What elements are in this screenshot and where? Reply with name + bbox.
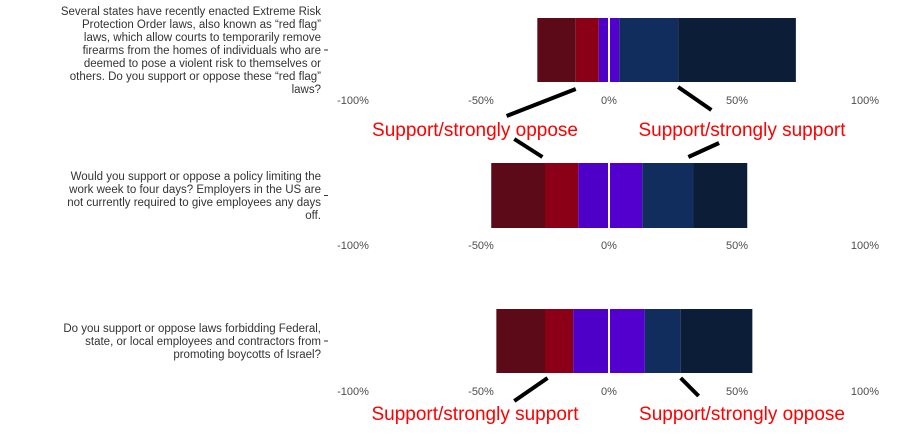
- x-tick-label: 50%: [726, 386, 748, 398]
- x-tick-label: 0%: [601, 386, 617, 398]
- panel-3: Do you support or oppose laws forbidding…: [63, 303, 879, 398]
- annotation-label: Support/strongly oppose: [639, 404, 845, 425]
- x-tick-label: 0%: [601, 95, 617, 107]
- bar-segment-6: [680, 309, 753, 373]
- question-text-line: firearms from the homes of individuals w…: [83, 45, 321, 57]
- annotation-pointer-line: [676, 85, 713, 112]
- bar-segment-1: [491, 163, 545, 228]
- bar-segment-2: [545, 163, 579, 228]
- bar-segment-3: [598, 18, 609, 82]
- x-tick-label: 100%: [851, 240, 879, 252]
- bar-segment-5: [619, 18, 679, 82]
- bar-segment-1: [496, 309, 545, 373]
- annotation-pointer-line: [679, 376, 701, 398]
- bar-segment-5: [644, 309, 681, 373]
- question-text-line: deemed to pose a violent risk to themsel…: [84, 58, 321, 70]
- x-tick-label: 50%: [726, 240, 748, 252]
- x-tick-label: -50%: [468, 240, 494, 252]
- bar-segment-4: [609, 309, 645, 373]
- x-tick-label: -50%: [468, 95, 494, 107]
- question-text-line: laws, which allow courts to temporarily …: [84, 32, 321, 44]
- question-text-line: Do you support or oppose laws forbidding…: [63, 323, 321, 335]
- bar-segment-4: [609, 18, 620, 82]
- x-tick-label: -50%: [468, 386, 494, 398]
- annotation-pointer-line: [687, 141, 720, 159]
- panel-2: Would you support or oppose a policy lim…: [67, 157, 879, 252]
- annotation-pointer-line: [513, 137, 544, 159]
- annotation-pointer-line: [513, 376, 549, 403]
- annotation-label: Support/strongly support: [638, 120, 846, 141]
- x-tick-label: -100%: [337, 386, 369, 398]
- question-text-line: state, or local employees and contractor…: [85, 336, 321, 348]
- question-text-line: Several states have recently enacted Ext…: [61, 6, 321, 18]
- question-text-line: Protection Order laws, also known as “re…: [82, 19, 321, 31]
- bar-segment-1: [537, 18, 576, 82]
- question-text-line: not currently required to give employees…: [67, 197, 321, 209]
- bar-segment-6: [678, 18, 796, 82]
- x-tick-label: -100%: [337, 95, 369, 107]
- annotation-pointer-line: [505, 87, 577, 118]
- question-text-line: laws?: [292, 84, 321, 96]
- bar-segment-5: [642, 163, 694, 228]
- x-tick-label: 0%: [601, 240, 617, 252]
- x-tick-label: 100%: [851, 95, 879, 107]
- bar-segment-2: [545, 309, 574, 373]
- annotation-label: Support/strongly support: [371, 404, 579, 425]
- annotation-label: Support/strongly oppose: [372, 120, 578, 141]
- question-text-line: Would you support or oppose a policy lim…: [71, 171, 321, 183]
- bar-segment-3: [578, 163, 609, 228]
- question-text-line: others. Do you support or oppose these “…: [70, 71, 321, 83]
- bar-segment-2: [575, 18, 599, 82]
- bar-segment-3: [573, 309, 609, 373]
- x-tick-label: 50%: [726, 95, 748, 107]
- question-text-line: off.: [305, 210, 321, 222]
- x-tick-label: -100%: [337, 240, 369, 252]
- question-text-line: work week to four days? Employers in the…: [68, 184, 321, 196]
- bar-segment-4: [609, 163, 643, 228]
- panel-1: Several states have recently enacted Ext…: [61, 6, 879, 107]
- x-tick-label: 100%: [851, 386, 879, 398]
- bar-segment-6: [693, 163, 748, 228]
- question-text-line: promoting boycotts of Israel?: [173, 349, 321, 361]
